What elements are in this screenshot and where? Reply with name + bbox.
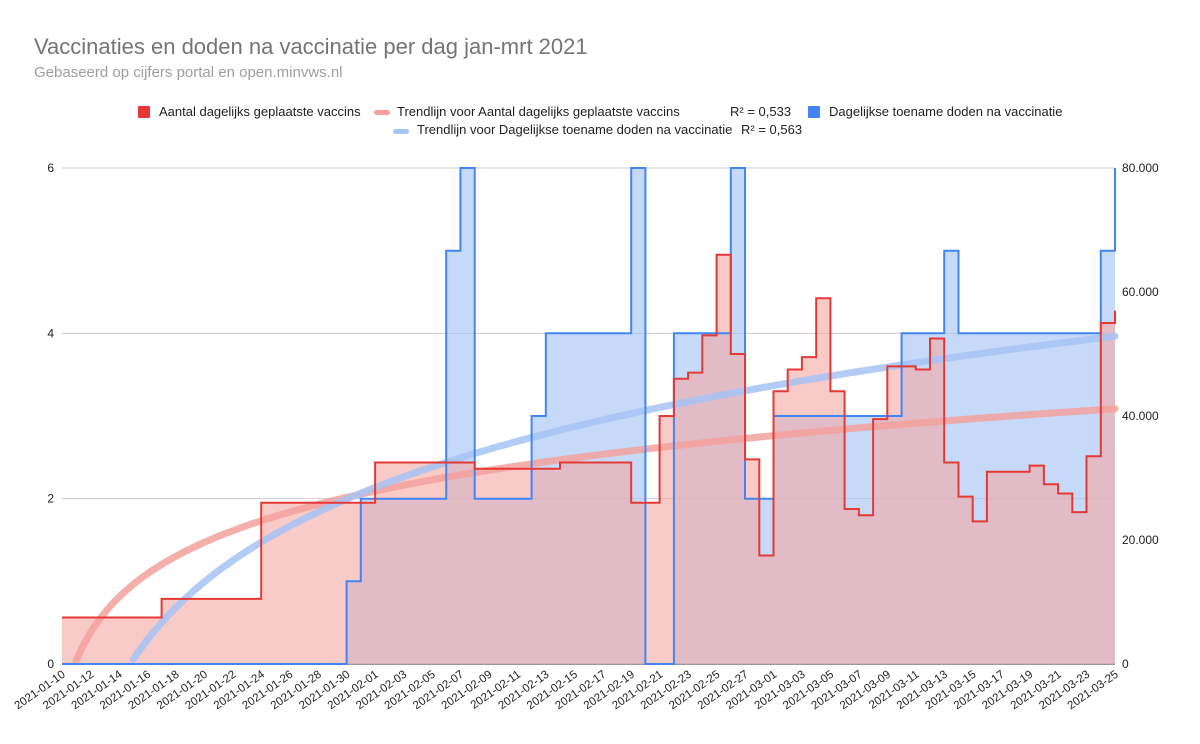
trendline-vaccins <box>72 405 1119 665</box>
series-area-vaccins <box>62 254 1115 665</box>
series-line-vaccins <box>62 253 1116 619</box>
legend-swatch-trend-doden <box>393 129 409 134</box>
y-right-tick-label: 80.000 <box>1122 161 1159 175</box>
legend-label-trend-vaccins: Trendlijn voor Aantal dagelijks geplaats… <box>397 104 680 119</box>
y-right-tick-label: 60.000 <box>1122 285 1159 299</box>
y-right-tick-label: 0 <box>1122 657 1129 671</box>
y-right-tick-label: 40.000 <box>1122 409 1159 423</box>
legend-swatch-vaccins <box>138 106 150 118</box>
trendline-doden <box>129 332 1119 663</box>
y-left-tick-label: 4 <box>47 326 54 340</box>
y-left-tick-label: 0 <box>47 657 54 671</box>
legend: Aantal dagelijks geplaatste vaccins Tren… <box>0 0 1200 150</box>
chart-subtitle: Gebaseerd op cijfers portal en open.minv… <box>34 64 343 81</box>
y-left-tick-label: 2 <box>47 492 54 506</box>
legend-label-vaccins: Aantal dagelijks geplaatste vaccins <box>159 104 361 119</box>
legend-r2-doden: R² = 0,563 <box>741 122 803 137</box>
legend-label-doden: Dagelijkse toename doden na vaccinatie <box>829 104 1063 119</box>
y-left-tick-label: 6 <box>47 161 54 175</box>
legend-swatch-trend-vaccins <box>374 110 390 115</box>
series-line-doden <box>62 167 1116 665</box>
chart-title: Vaccinaties en doden na vaccinatie per d… <box>34 34 588 59</box>
y-right-tick-label: 20.000 <box>1122 533 1159 547</box>
legend-swatch-doden <box>808 106 820 118</box>
legend-label-trend-doden: Trendlijn voor Dagelijkse toename doden … <box>417 122 733 137</box>
legend-r2-vaccins: R² = 0,533 <box>730 104 792 119</box>
